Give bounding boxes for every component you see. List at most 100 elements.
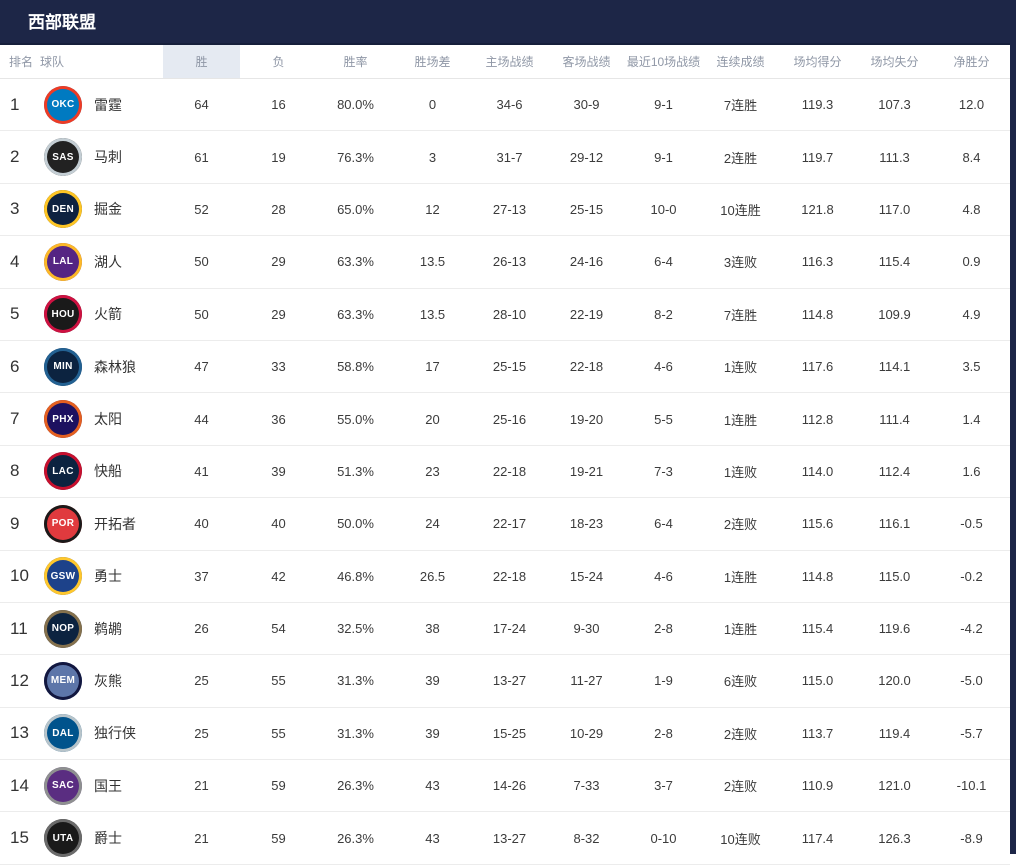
team-cell[interactable]: LAL 湖人 — [38, 236, 163, 287]
rank-cell: 12 — [10, 670, 29, 690]
cell-home: 34-6 — [496, 97, 523, 113]
cell-pct: 26.3% — [337, 778, 374, 794]
table-row: 13 DAL 独行侠 25 55 31.3% 39 15-25 10-29 2-8 2连败 113.7… — [0, 708, 1010, 761]
team-cell[interactable]: OKC 雷霆 — [38, 79, 163, 130]
team-cell[interactable]: MEM 灰熊 — [38, 655, 163, 706]
cell-losses: 59 — [271, 778, 286, 794]
team-cell[interactable]: HOU 火箭 — [38, 289, 163, 340]
cell-losses: 42 — [271, 568, 286, 584]
cell-ppg: 115.4 — [801, 621, 834, 637]
team-name: 掘金 — [94, 201, 122, 218]
cell-ppg: 115.6 — [801, 516, 834, 532]
cell-opp_ppg: 119.4 — [878, 725, 911, 741]
column-header-pct[interactable]: 胜率 — [343, 55, 368, 69]
team-logo-icon: LAL — [44, 242, 82, 281]
column-header-gb[interactable]: 胜场差 — [414, 55, 451, 69]
cell-losses: 54 — [271, 621, 286, 637]
cell-away: 19-20 — [569, 411, 604, 427]
cell-last10: 2-8 — [654, 725, 673, 741]
team-cell[interactable]: GSW 勇士 — [38, 551, 163, 602]
team-name: 爵士 — [94, 830, 122, 847]
column-header-streak[interactable]: 连续成绩 — [716, 55, 765, 69]
cell-last10: 7-3 — [654, 463, 673, 479]
team-name: 灰熊 — [94, 672, 122, 689]
column-header-rank[interactable]: 排名 — [9, 55, 34, 69]
cell-losses: 55 — [271, 725, 286, 741]
cell-opp_ppg: 115.0 — [878, 568, 911, 584]
column-header-away[interactable]: 客场战绩 — [562, 55, 611, 69]
table-row: 7 PHX 太阳 44 36 55.0% 20 25-16 19-20 5-5 1连胜 112.8 11… — [0, 393, 1010, 446]
column-header-last10[interactable]: 最近10场战绩 — [626, 55, 701, 69]
rank-cell: 5 — [10, 304, 20, 324]
cell-away: 7-33 — [573, 778, 600, 794]
cell-losses: 36 — [271, 411, 286, 427]
column-header-net[interactable]: 净胜分 — [953, 55, 990, 69]
cell-losses: 39 — [271, 463, 286, 479]
column-header-wins[interactable]: 胜 — [163, 45, 240, 78]
team-logo-icon: DAL — [44, 714, 82, 753]
cell-gb: 39 — [425, 673, 440, 689]
column-header-team[interactable]: 球队 — [40, 55, 65, 69]
team-logo-icon: MIN — [44, 347, 82, 386]
rank-cell: 11 — [10, 618, 28, 638]
cell-ppg: 114.8 — [801, 568, 834, 584]
column-header-ppg[interactable]: 场均得分 — [793, 55, 842, 69]
vertical-scrollbar[interactable] — [1010, 0, 1016, 854]
cell-ppg: 110.9 — [801, 778, 834, 794]
rank-cell: 15 — [10, 828, 29, 848]
cell-opp_ppg: 126.3 — [878, 830, 911, 846]
cell-ppg: 114.8 — [801, 306, 834, 322]
rank-cell: 6 — [10, 356, 20, 376]
rank-cell: 14 — [10, 775, 29, 795]
team-cell[interactable]: PHX 太阳 — [38, 393, 163, 444]
cell-ppg: 117.6 — [801, 359, 834, 375]
cell-last10: 9-1 — [654, 97, 673, 113]
team-name: 湖人 — [94, 253, 122, 270]
team-name: 开拓者 — [94, 515, 136, 532]
team-cell[interactable]: SAC 国王 — [38, 760, 163, 811]
team-cell[interactable]: NOP 鹈鹕 — [38, 603, 163, 654]
cell-home: 14-26 — [492, 778, 527, 794]
cell-net: 4.8 — [962, 201, 981, 217]
table-row: 2 SAS 马刺 61 19 76.3% 3 31-7 29-12 9-1 2连胜 119.7 111.… — [0, 131, 1010, 184]
cell-gb: 38 — [425, 621, 440, 637]
cell-net: 3.5 — [962, 359, 981, 375]
cell-away: 30-9 — [573, 97, 600, 113]
team-cell[interactable]: DEN 掘金 — [38, 184, 163, 235]
cell-gb: 3 — [428, 149, 437, 165]
cell-last10: 9-1 — [654, 149, 673, 165]
cell-gb: 17 — [425, 359, 440, 375]
cell-streak: 1连败 — [723, 464, 758, 480]
cell-streak: 2连败 — [723, 726, 758, 742]
cell-home: 17-24 — [492, 621, 527, 637]
cell-wins: 52 — [194, 201, 209, 217]
team-name: 森林狼 — [94, 358, 136, 375]
team-cell[interactable]: LAC 快船 — [38, 446, 163, 497]
column-header-opp_ppg[interactable]: 场均失分 — [870, 55, 919, 69]
cell-streak: 3连败 — [723, 255, 758, 271]
cell-last10: 10-0 — [650, 201, 677, 217]
cell-wins: 50 — [194, 306, 209, 322]
cell-pct: 51.3% — [337, 463, 374, 479]
team-cell[interactable]: UTA 爵士 — [38, 812, 163, 863]
cell-away: 18-23 — [569, 516, 604, 532]
column-header-losses[interactable]: 负 — [272, 55, 285, 69]
team-name: 鹈鹕 — [94, 620, 122, 637]
cell-net: -8.9 — [960, 830, 983, 846]
cell-away: 22-19 — [569, 306, 604, 322]
team-cell[interactable]: MIN 森林狼 — [38, 341, 163, 392]
column-header-home[interactable]: 主场战绩 — [485, 55, 534, 69]
cell-ppg: 115.0 — [801, 673, 834, 689]
table-header-row: 排名 球队 胜 负 胜率 胜场差 主场战绩 客场战绩 最近10场战绩 连续成绩 场均得分 场均失分 净胜… — [0, 45, 1010, 79]
team-cell[interactable]: POR 开拓者 — [38, 498, 163, 549]
cell-ppg: 112.8 — [801, 411, 834, 427]
cell-home: 26-13 — [492, 254, 527, 270]
team-cell[interactable]: DAL 独行侠 — [38, 708, 163, 759]
cell-ppg: 119.3 — [801, 97, 834, 113]
table-body: 1 OKC 雷霆 64 16 80.0% 0 34-6 30-9 9-1 7连胜 119.3 107.3… — [0, 79, 1010, 865]
cell-net: -10.1 — [956, 778, 987, 794]
rank-cell: 2 — [10, 147, 20, 167]
cell-losses: 16 — [271, 97, 286, 113]
team-cell[interactable]: SAS 马刺 — [38, 131, 163, 182]
cell-wins: 61 — [194, 149, 209, 165]
